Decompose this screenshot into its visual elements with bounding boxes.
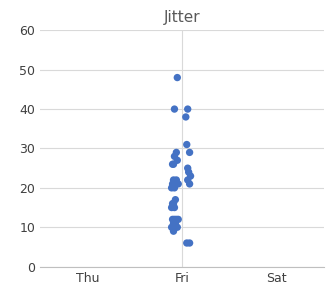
Point (171, 201, 176, 206)
Point (183, 115, 188, 119)
Point (185, 178, 190, 182)
Point (169, 185, 174, 190)
Point (174, 150, 179, 155)
Point (172, 107, 177, 112)
Point (169, 205, 174, 210)
Point (170, 181, 175, 186)
Point (184, 241, 189, 245)
Point (187, 150, 192, 155)
Point (176, 217, 181, 222)
Point (171, 229, 176, 234)
Point (172, 205, 177, 210)
Point (169, 225, 174, 230)
Point (188, 174, 193, 178)
Point (170, 162, 175, 167)
Point (172, 217, 177, 222)
Title: Jitter: Jitter (164, 10, 200, 25)
Point (185, 166, 190, 171)
Point (173, 181, 178, 186)
Point (175, 75, 180, 80)
Point (171, 178, 176, 182)
Point (187, 241, 192, 245)
Point (184, 142, 189, 147)
Point (172, 185, 177, 190)
Point (185, 107, 190, 112)
Point (174, 178, 179, 182)
Point (187, 181, 192, 186)
Point (186, 170, 191, 175)
Point (171, 221, 176, 226)
Point (170, 201, 175, 206)
Point (175, 225, 180, 230)
Point (175, 158, 180, 163)
Point (173, 197, 178, 202)
Point (176, 181, 181, 186)
Point (174, 217, 179, 222)
Point (170, 217, 175, 222)
Point (172, 154, 177, 159)
Point (171, 162, 176, 167)
Point (173, 221, 178, 226)
